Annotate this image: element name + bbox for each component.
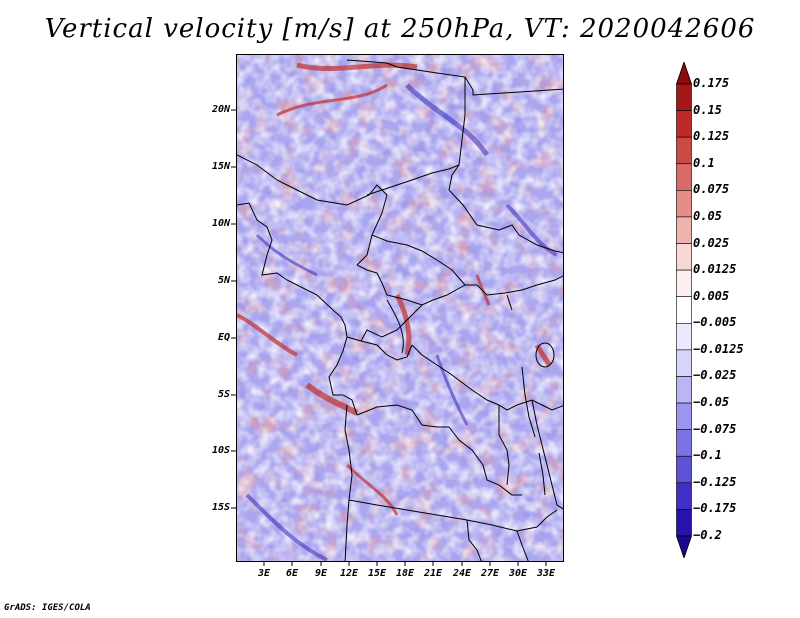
lat-label: 15N [211,161,230,172]
lat-label: 10S [211,445,230,456]
lon-label: 30E [508,568,528,579]
lon-label: 6E [285,568,299,579]
colorbar-min-arrow [676,535,692,558]
credit-text: GrADS: IGES/COLA [4,603,91,613]
lat-label: 20N [211,104,230,115]
colorbar-tick-label: −0.2 [693,528,722,542]
colorbar-tick-label: −0.005 [693,315,737,330]
colorbar-segment [676,110,692,138]
colorbar-segment [676,455,692,484]
lon-label: 15E [367,568,387,579]
colorbar-max-arrow [676,62,692,85]
near-zero-texture [237,55,563,561]
colorbar-segment [676,296,692,324]
colorbar-segment [676,429,692,457]
colorbar-segment [676,163,692,191]
colorbar-segment [676,482,692,510]
colorbar-segment [676,216,692,244]
lon-ticks [263,561,547,566]
colorbar-segment [676,509,692,537]
colorbar-segment [676,402,692,430]
lon-label: 3E [257,568,271,579]
lon-label: 18E [395,568,415,579]
country-borders [237,59,563,561]
lon-label: 12E [339,568,359,579]
colorbar-tick-label: 0.05 [693,208,722,223]
colorbar-tick-label: 0.025 [693,235,730,250]
colorbar-tick-label: −0.0125 [693,341,744,356]
colorbar-tick-label: 0.125 [693,129,730,144]
lat-label: 10N [211,218,230,229]
colorbar-tick-label: −0.125 [693,474,737,489]
vertical-velocity-field [237,55,563,561]
lat-label: 5S [217,389,230,400]
lat-label: 15S [211,502,230,513]
lat-label: EQ [217,332,230,343]
lat-ticks [231,109,236,509]
colorbar-tick-label: −0.025 [693,368,737,383]
map-panel [236,54,564,562]
lon-label: 9E [314,568,328,579]
colorbar-tick-label: −0.05 [693,395,730,410]
colorbar-tick-label: 0.005 [693,288,730,303]
colorbar-segment [676,269,692,298]
colorbar-tick-label: 0.175 [693,76,730,90]
lakes [386,294,555,496]
lon-label: 21E [423,568,443,579]
descent-streaks [245,83,558,561]
chart-title: Vertical velocity [m/s] at 250hPa, VT: 2… [44,14,756,44]
colorbar-tick-label: −0.1 [693,448,722,463]
colorbar-tick-label: 0.0125 [693,262,737,277]
colorbar-segment [676,376,692,404]
colorbar-tick-label: 0.15 [693,102,722,117]
colorbar-segment [676,349,692,377]
colorbar-segment [676,243,692,271]
colorbar [676,62,692,558]
colorbar-tick-label: −0.075 [693,421,737,436]
colorbar-segment [676,83,692,111]
colorbar-segment [676,136,692,165]
lon-label: 33E [536,568,556,579]
colorbar-tick-label: 0.1 [693,155,715,170]
colorbar-tick-label: 0.075 [693,182,730,197]
lat-label: 5N [217,275,230,286]
colorbar-segment [676,322,692,351]
colorbar-segment [676,190,692,218]
lon-label: 27E [480,568,500,579]
lon-label: 24E [452,568,472,579]
colorbar-tick-label: −0.175 [693,501,737,516]
ascent-streaks [237,62,552,516]
